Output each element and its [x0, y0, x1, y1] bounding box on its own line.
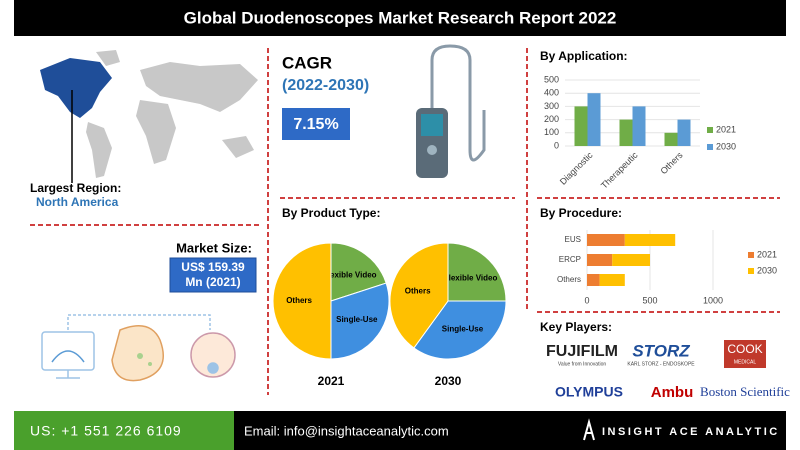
region-value: North America	[36, 195, 119, 209]
y-tick-label: EUS	[565, 235, 581, 244]
legend-swatch	[748, 268, 754, 274]
y-tick-label: 100	[544, 127, 559, 137]
bar	[574, 106, 588, 146]
slice-label: Flexible Video	[444, 274, 498, 283]
slice-label: Single-Use	[442, 325, 484, 334]
y-tick-label: ERCP	[559, 255, 581, 264]
bar	[612, 254, 650, 266]
bar	[677, 119, 691, 146]
slice-label: Others	[286, 296, 312, 305]
title: Global Duodenoscopes Market Research Rep…	[184, 8, 617, 27]
logo-name: FUJIFILM	[546, 343, 618, 360]
pie-slice	[330, 282, 390, 360]
legend-label: 2021	[757, 249, 777, 259]
logo-name: Boston Scientific	[700, 384, 790, 399]
cagr-period: (2022-2030)	[282, 77, 369, 94]
legend-swatch	[707, 127, 713, 133]
y-tick-label: 200	[544, 114, 559, 124]
logo-tagline: Value from Innovation	[558, 361, 606, 367]
footer-bg	[234, 411, 786, 450]
footer-brand: INSIGHT ACE ANALYTIC	[602, 426, 780, 438]
world-map	[40, 50, 258, 183]
legend-label: 2030	[757, 265, 777, 275]
slice-label: Single-Use	[336, 315, 378, 324]
key-players-title: Key Players:	[540, 320, 612, 334]
y-tick-label: 300	[544, 101, 559, 111]
legend-swatch	[707, 144, 713, 150]
bar	[587, 234, 625, 246]
bar	[624, 234, 676, 246]
product-type-title: By Product Type:	[282, 206, 380, 220]
bar	[587, 254, 613, 266]
logo-name: Ambu	[651, 384, 694, 401]
x-tick-label: 0	[584, 295, 589, 305]
logo-tagline: MEDICAL	[734, 359, 756, 365]
cagr-value: 7.15%	[293, 116, 338, 133]
pie-title: 2021	[318, 374, 345, 388]
region-label: Largest Region:	[30, 181, 121, 195]
y-tick-label: Others	[557, 275, 581, 284]
footer-phone-bg	[14, 411, 234, 450]
logo-name: COOK	[727, 342, 762, 356]
header-bar	[14, 0, 786, 36]
y-tick-label: 400	[544, 88, 559, 98]
pie-title: 2030	[435, 374, 462, 388]
market-size-box	[169, 257, 257, 293]
y-tick-label: 0	[554, 140, 559, 150]
bar	[632, 106, 646, 146]
bar	[599, 274, 625, 286]
logo-tagline: KARL STORZ - ENDOSKOPE	[627, 361, 695, 367]
device-illustration	[416, 44, 486, 178]
market-size-value: US$ 159.39	[181, 260, 245, 274]
legend-label: 2021	[716, 124, 736, 134]
pie-slice	[330, 242, 387, 302]
x-tick-label: 500	[642, 295, 657, 305]
legend-label: 2030	[716, 141, 736, 151]
slice-label: Flexible Video	[323, 270, 377, 279]
logo-name: OLYMPUS	[555, 384, 623, 400]
x-tick-label: 1000	[703, 295, 723, 305]
cagr-box	[282, 108, 350, 140]
bar	[587, 93, 601, 146]
footer-phone: US: +1 551 226 6109	[30, 423, 182, 439]
pie-slice	[272, 242, 332, 360]
chart-title: By Procedure:	[540, 206, 622, 220]
icons	[41, 314, 236, 382]
bar	[587, 274, 600, 286]
pie-slice	[413, 300, 507, 360]
separators	[30, 48, 780, 395]
bar	[664, 132, 678, 146]
logo-name: STORZ	[632, 341, 690, 360]
market-size-unit: Mn (2021)	[185, 275, 240, 289]
bar	[619, 119, 633, 146]
chart-title: By Application:	[540, 49, 628, 63]
legend-swatch	[748, 252, 754, 258]
slice-label: Others	[405, 286, 431, 295]
pie-slice	[389, 242, 449, 349]
cagr-label: CAGR	[282, 53, 332, 72]
pie-slice	[447, 242, 507, 302]
footer-email: Email: info@insightaceanalytic.com	[244, 423, 449, 438]
market-size-label: Market Size:	[176, 240, 252, 255]
cook-logo-bg	[724, 340, 766, 368]
brand-logo	[583, 418, 595, 441]
y-tick-label: 500	[544, 74, 559, 84]
